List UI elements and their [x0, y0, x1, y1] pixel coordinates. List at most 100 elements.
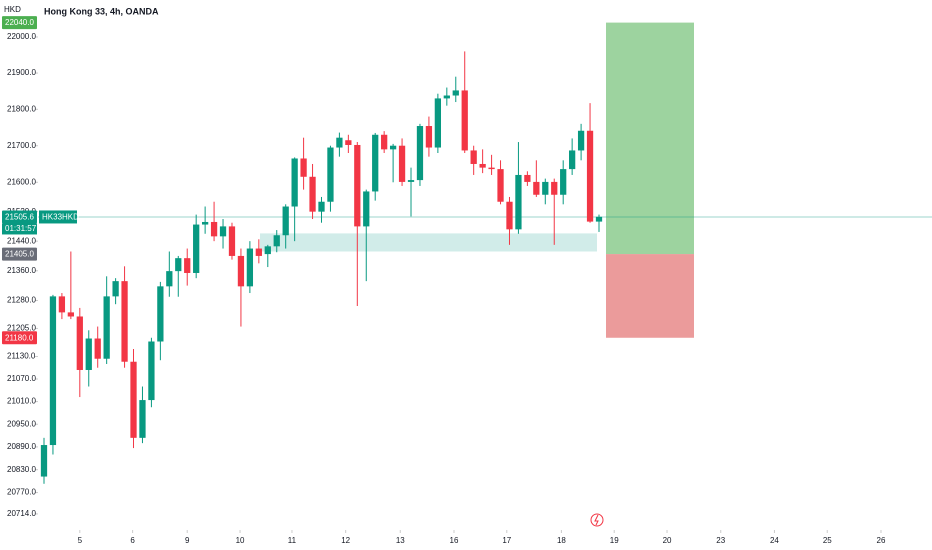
y-tick-label: 20770.0 — [7, 488, 36, 497]
x-tick-label: 18 — [557, 536, 566, 545]
candle-body — [586, 130, 594, 222]
candle-body — [398, 145, 406, 182]
candle-body — [318, 201, 325, 212]
candle-body — [577, 130, 585, 151]
currency-label: HKD — [4, 5, 21, 14]
candle-body — [381, 134, 388, 150]
price-badge-label: 21405.0 — [5, 250, 34, 259]
candle-body — [372, 134, 379, 192]
candle-body — [416, 126, 424, 181]
price-badge-label: 21505.6 — [5, 213, 34, 222]
candle-body — [524, 174, 531, 182]
y-tick-label: 21800.0 — [7, 104, 36, 113]
candle-body — [246, 248, 254, 287]
candle-body — [228, 226, 236, 256]
candle-body — [407, 180, 415, 182]
x-tick-label: 19 — [610, 536, 619, 545]
candle-body — [389, 145, 397, 150]
x-tick-label: 25 — [823, 536, 832, 545]
candle-body — [210, 221, 218, 237]
y-tick-label: 21700.0 — [7, 141, 36, 150]
chart-title: Hong Kong 33, 4h, OANDA — [44, 6, 159, 16]
y-tick-label: 22000.0 — [7, 32, 36, 41]
candle-body — [363, 191, 370, 227]
candle-body — [336, 137, 343, 148]
loss-zone — [606, 254, 694, 338]
price-badge — [2, 247, 37, 261]
price-badge — [2, 16, 37, 30]
candle-body — [506, 201, 513, 230]
candle-body — [515, 174, 522, 230]
x-tick-label: 6 — [130, 536, 135, 545]
candle-body — [461, 90, 468, 151]
candle-body — [273, 235, 280, 247]
candle-body — [309, 176, 316, 212]
symbol-badge — [39, 210, 77, 224]
x-tick-label: 23 — [716, 536, 725, 545]
candle-body — [237, 255, 245, 287]
candle-body — [291, 158, 298, 207]
x-tick-label: 17 — [502, 536, 511, 545]
alert-icon[interactable] — [590, 513, 604, 527]
candle-body — [49, 296, 57, 446]
candle-body — [157, 286, 164, 342]
candle-body — [425, 126, 433, 148]
support-zone — [260, 233, 597, 252]
candle-body — [166, 271, 173, 287]
candle-body — [434, 98, 442, 148]
y-tick-label: 21205.0 — [7, 324, 36, 333]
candle-body — [345, 140, 352, 145]
candle-body — [452, 90, 459, 96]
candle-body — [201, 221, 209, 225]
y-tick-label: 21130.0 — [7, 352, 36, 361]
candle-body — [488, 167, 495, 170]
candle-body — [264, 246, 271, 255]
candle-body — [595, 216, 603, 222]
countdown: 01:31:57 — [5, 224, 37, 233]
candle-body — [58, 296, 66, 313]
candle-body — [85, 338, 92, 370]
symbol-label: HK33HKD — [42, 213, 79, 222]
price-badge — [2, 331, 37, 345]
candle-body — [479, 163, 486, 168]
candle-body — [219, 226, 227, 237]
candle-body — [470, 150, 477, 164]
candle-body — [255, 248, 262, 256]
candle-body — [40, 445, 48, 477]
candle-body — [443, 95, 450, 99]
price-badge — [2, 210, 37, 224]
candle-body — [497, 169, 504, 202]
price-badge-label: 22040.0 — [5, 18, 34, 27]
candle-body — [148, 341, 155, 401]
candle-body — [175, 258, 182, 272]
candle-body — [103, 296, 110, 359]
candle-body — [184, 258, 191, 273]
x-tick-label: 13 — [396, 536, 405, 545]
x-tick-label: 9 — [185, 536, 190, 545]
candle-body — [354, 144, 361, 227]
candle-body — [112, 281, 119, 297]
candle-body — [327, 147, 334, 202]
candle-body — [542, 181, 549, 195]
candle-body — [533, 181, 540, 195]
x-tick-label: 20 — [663, 536, 672, 545]
candle-body — [560, 169, 567, 195]
candle-body — [139, 400, 146, 438]
candle-body — [94, 338, 101, 359]
y-tick-label: 20714.0 — [7, 509, 36, 518]
candle-body — [67, 312, 74, 317]
y-tick-label: 21070.0 — [7, 374, 36, 383]
x-tick-label: 5 — [78, 536, 83, 545]
candle-body — [282, 206, 289, 236]
candle-body — [130, 361, 137, 438]
y-tick-label: 20830.0 — [7, 465, 36, 474]
x-tick-label: 16 — [450, 536, 459, 545]
candle-body — [193, 224, 200, 273]
x-tick-label: 24 — [770, 536, 779, 545]
x-tick-label: 26 — [877, 536, 886, 545]
x-tick-label: 12 — [341, 536, 350, 545]
y-tick-label: 20890.0 — [7, 442, 36, 451]
y-tick-label: 21900.0 — [7, 68, 36, 77]
y-tick-label: 21010.0 — [7, 397, 36, 406]
